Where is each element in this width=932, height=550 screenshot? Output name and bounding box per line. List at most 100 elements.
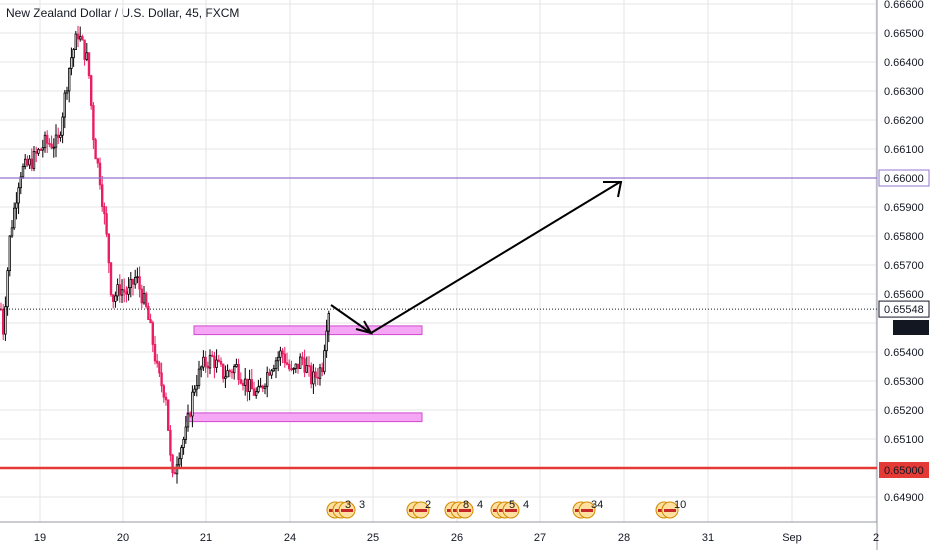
time-tick-label: 2	[873, 532, 879, 544]
time-tick-label: 27	[534, 532, 546, 544]
candle-body	[215, 359, 218, 368]
candle-body	[325, 330, 328, 352]
candle-body	[59, 134, 62, 138]
candle-body	[114, 295, 117, 302]
candle-body	[74, 33, 78, 50]
price-label-text: 0.65548	[884, 304, 924, 316]
candle-body	[70, 57, 73, 69]
candle-body	[309, 365, 313, 385]
candle-body	[274, 360, 278, 370]
arrow-head-mid	[355, 320, 374, 335]
price-tick-label: 0.66300	[884, 86, 924, 98]
candle-body	[153, 344, 157, 362]
price-label-text: 0.65000	[884, 465, 924, 477]
candle-body	[239, 379, 243, 384]
candle-body	[298, 356, 302, 369]
candle-body	[261, 385, 265, 389]
event-flag-stripe	[341, 509, 353, 512]
event-count-label: 10	[674, 499, 686, 511]
candle-body	[213, 355, 216, 368]
candle-body	[32, 151, 36, 169]
candle-body	[151, 322, 155, 345]
candle-body	[228, 370, 232, 373]
candle-body	[4, 306, 7, 335]
candle-body	[191, 391, 194, 417]
candle-body	[39, 149, 42, 151]
candle-body	[219, 360, 223, 365]
candle-body	[21, 166, 25, 178]
candle-body	[175, 464, 179, 475]
price-tick-label: 0.66500	[884, 28, 924, 40]
price-label-support	[879, 462, 929, 478]
candle-body	[281, 350, 284, 355]
candle-body	[235, 363, 238, 367]
candle-body	[173, 472, 177, 475]
candle-body	[19, 176, 23, 189]
price-tick-label: 0.66100	[884, 144, 924, 156]
candle-body	[103, 206, 106, 215]
candle-body	[180, 447, 183, 460]
time-tick-label: 25	[367, 532, 379, 544]
candle-body	[147, 305, 150, 321]
candle-body	[92, 105, 95, 141]
price-label-text: 0.66000	[884, 173, 924, 185]
event-count-label: 4	[523, 499, 529, 511]
event-flag-stripe	[664, 509, 676, 512]
candle-body	[268, 372, 271, 376]
time-tick-label: 19	[34, 532, 46, 544]
candle-body	[193, 388, 196, 393]
candle-body	[254, 391, 258, 396]
candle-body	[166, 399, 170, 431]
candle-body	[109, 262, 113, 296]
lower-zone	[186, 412, 423, 423]
candle-body	[118, 284, 122, 296]
candle-body	[17, 187, 20, 204]
candle-body	[2, 308, 5, 335]
candle-body	[259, 385, 262, 388]
candle-body	[140, 288, 144, 304]
event-count-label: 2	[425, 499, 431, 511]
price-tick-label: 0.65600	[884, 289, 924, 301]
candle-body	[41, 147, 45, 151]
candle-body	[199, 366, 203, 370]
candle-body	[290, 368, 293, 371]
price-tick-label: 0.65900	[884, 202, 924, 214]
candle-body	[177, 458, 181, 466]
candle-body	[188, 413, 192, 417]
candle-body	[30, 158, 34, 169]
candle-body	[57, 134, 60, 138]
candle-body	[287, 363, 291, 370]
event-count-label: 8	[463, 499, 469, 511]
time-tick-label: Sep	[782, 532, 802, 544]
candle-body	[250, 379, 254, 390]
candle-body	[85, 52, 89, 60]
candle-body	[123, 289, 126, 293]
event-count-label: 34	[591, 499, 603, 511]
candle-body	[237, 363, 240, 380]
candle-body	[87, 52, 91, 77]
candle-body	[210, 354, 214, 357]
price-label-resistance	[878, 169, 930, 187]
candle-body	[202, 356, 205, 368]
candle-body	[294, 363, 298, 369]
candle-body	[72, 49, 75, 59]
event-count-label: 3	[345, 499, 351, 511]
candle-body	[96, 158, 100, 164]
candle-body	[197, 368, 201, 387]
candle-body	[283, 353, 287, 364]
projection-path	[330, 181, 621, 335]
candle-body	[327, 313, 331, 332]
candle-body	[303, 358, 306, 373]
candle-body	[169, 429, 172, 456]
candle-body	[54, 134, 58, 148]
candle-body	[226, 370, 229, 378]
candle-body	[320, 367, 324, 373]
candle-body	[182, 439, 185, 448]
candle-body	[246, 378, 249, 392]
candle-body	[98, 162, 102, 186]
candle-body	[312, 371, 315, 385]
candle-body	[301, 356, 304, 360]
candle-body	[131, 278, 135, 285]
